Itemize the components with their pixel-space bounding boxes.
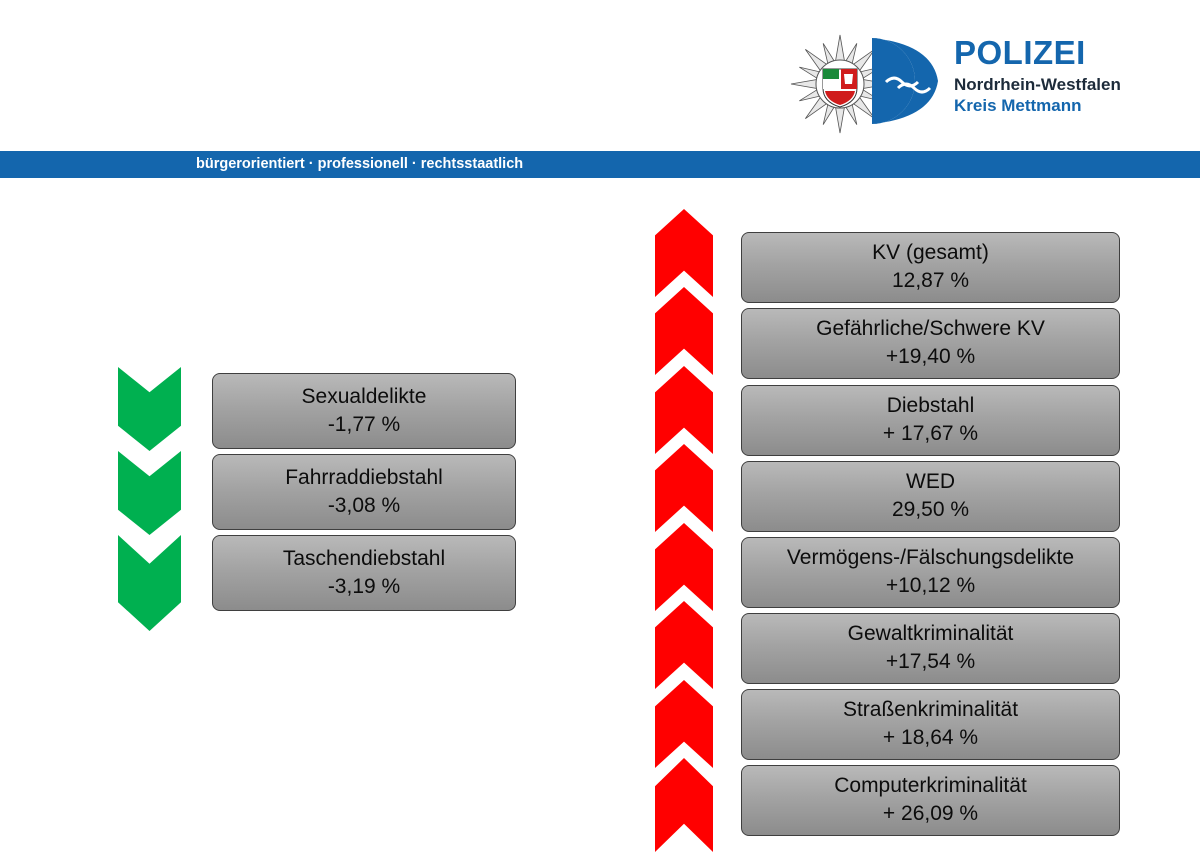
increase-label: Computerkriminalität xyxy=(834,774,1027,797)
increase-label: Straßenkriminalität xyxy=(842,698,1019,721)
increase-value: +10,12 % xyxy=(885,574,976,597)
increase-label: Gewaltkriminalität xyxy=(847,622,1014,645)
increase-item: Gewaltkriminalität +17,54 % xyxy=(741,613,1120,684)
increase-item: KV (gesamt) 12,87 % xyxy=(741,232,1120,303)
increase-value: 12,87 % xyxy=(891,269,970,292)
increase-label: KV (gesamt) xyxy=(872,241,989,264)
decrease-value: -1,77 % xyxy=(327,413,401,436)
brand-title: POLIZEI xyxy=(954,34,1086,71)
up-chevron-icon xyxy=(655,601,713,689)
decrease-value: -3,08 % xyxy=(327,494,401,517)
increase-label: Vermögens-/Fälschungsdelikte xyxy=(786,546,1075,569)
wave-emblem-icon xyxy=(872,38,938,124)
up-chevron-icon xyxy=(655,209,713,297)
decrease-label: Fahrraddiebstahl xyxy=(285,466,443,489)
increase-item: Vermögens-/Fälschungsdelikte +10,12 % xyxy=(741,537,1120,608)
decrease-item: Fahrraddiebstahl -3,08 % xyxy=(212,454,516,530)
decrease-item: Taschendiebstahl -3,19 % xyxy=(212,535,516,611)
increase-value: + 26,09 % xyxy=(882,802,979,825)
up-chevron-icon xyxy=(655,366,713,454)
brand-subtitle-district: Kreis Mettmann xyxy=(954,96,1082,115)
police-star-icon xyxy=(790,34,890,134)
increase-label: Diebstahl xyxy=(886,394,975,417)
increase-value: + 18,64 % xyxy=(882,726,979,749)
increase-value: +19,40 % xyxy=(885,345,976,368)
up-chevron-icon xyxy=(655,523,713,611)
increase-label: Gefährliche/Schwere KV xyxy=(816,317,1045,340)
up-chevron-icon xyxy=(655,444,713,532)
decrease-value: -3,19 % xyxy=(327,575,401,598)
increase-value: + 17,67 % xyxy=(882,422,979,445)
increase-item: Straßenkriminalität + 18,64 % xyxy=(741,689,1120,760)
increase-item: Diebstahl + 17,67 % xyxy=(741,385,1120,456)
slogan-text: bürgerorientiert · professionell · recht… xyxy=(196,156,524,172)
decrease-label: Taschendiebstahl xyxy=(282,547,446,570)
increase-item: WED 29,50 % xyxy=(741,461,1120,532)
down-chevron-icon xyxy=(118,367,181,451)
down-chevron-icon xyxy=(118,451,181,535)
decrease-item: Sexualdelikte -1,77 % xyxy=(212,373,516,449)
down-chevron-icon xyxy=(118,535,181,631)
up-chevron-icon xyxy=(655,287,713,375)
increase-value: +17,54 % xyxy=(885,650,976,673)
increase-value: 29,50 % xyxy=(891,498,970,521)
increase-label: WED xyxy=(906,470,955,493)
brand-subtitle-state: Nordrhein-Westfalen xyxy=(954,75,1121,94)
increase-item: Gefährliche/Schwere KV +19,40 % xyxy=(741,308,1120,379)
increase-item: Computerkriminalität + 26,09 % xyxy=(741,765,1120,836)
slogan-bar: bürgerorientiert · professionell · recht… xyxy=(0,151,1200,178)
decrease-label: Sexualdelikte xyxy=(301,385,427,408)
up-chevron-icon xyxy=(655,758,713,852)
up-chevron-icon xyxy=(655,680,713,768)
